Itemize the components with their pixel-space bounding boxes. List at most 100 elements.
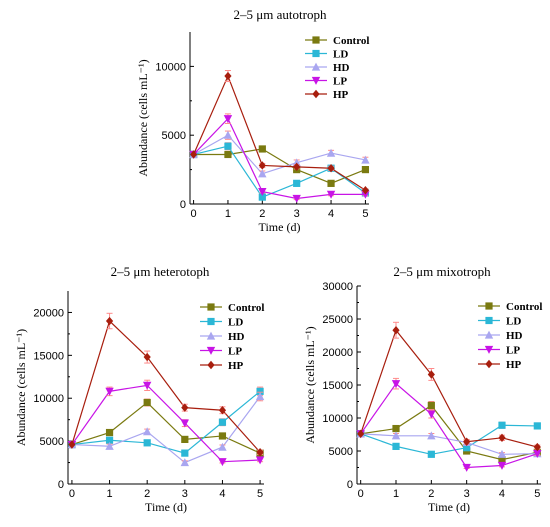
data-point <box>391 431 401 440</box>
legend-marker <box>206 331 216 340</box>
data-point <box>258 193 266 201</box>
y-tick-label: 0 <box>347 479 353 491</box>
data-point <box>224 150 232 159</box>
y-tick-label: 5000 <box>329 446 353 458</box>
data-point <box>143 352 151 362</box>
data-point <box>105 428 114 437</box>
x-tick-label: 4 <box>219 488 225 500</box>
chart-title: 2–5 μm heterotoph <box>111 264 210 279</box>
data-point <box>533 422 541 430</box>
series-line <box>71 384 261 463</box>
data-point <box>142 427 152 436</box>
series-hp <box>189 70 370 195</box>
chart-title: 2–5 μm mixotroph <box>393 264 491 279</box>
x-tick-label: 0 <box>191 208 197 220</box>
x-axis-label: Time (d) <box>259 220 301 234</box>
data-point <box>361 166 370 174</box>
heterotroph-chart: 2–5 μm heterotoph 0 5000 10000 15000 20000 0 1 2… <box>14 264 264 514</box>
data-point <box>463 437 471 446</box>
x-tick-label: 2 <box>259 208 265 220</box>
legend-label: LP <box>506 345 520 357</box>
legend-marker <box>206 346 216 355</box>
legend-label: HP <box>333 89 349 101</box>
legend-marker <box>485 359 493 369</box>
series-line <box>360 328 538 448</box>
x-axis-label: Time (d) <box>145 500 187 514</box>
data-point <box>258 145 266 153</box>
data-point <box>105 436 114 444</box>
series-line <box>193 148 366 185</box>
data-point <box>218 442 227 451</box>
data-point <box>223 130 233 139</box>
legend-label: Control <box>506 301 542 313</box>
data-point <box>292 194 301 203</box>
y-tick-label: 20000 <box>33 307 64 319</box>
legend-marker <box>207 317 215 326</box>
y-tick-label: 15000 <box>33 350 64 362</box>
data-point <box>326 148 336 157</box>
y-tick-label: 20000 <box>322 347 353 359</box>
x-tick-label: 0 <box>69 488 75 500</box>
series-ld <box>189 142 370 201</box>
series-line <box>360 382 538 469</box>
series-lp <box>67 379 265 467</box>
mixotroph-chart: 2–5 μm mixotroph 0 5000 10000 15000 20000 2500… <box>303 264 542 514</box>
data-point <box>218 418 227 426</box>
x-tick-label: 1 <box>106 488 112 500</box>
data-point <box>224 142 232 150</box>
data-point <box>105 316 114 326</box>
x-tick-label: 0 <box>358 488 364 500</box>
y-tick-label: 30000 <box>322 281 353 293</box>
series-line <box>360 424 538 455</box>
data-point <box>255 392 265 401</box>
series-line <box>193 145 366 198</box>
x-tick-label: 5 <box>257 488 263 500</box>
legend-marker <box>207 303 215 311</box>
series-lp <box>356 377 542 472</box>
data-point <box>258 169 267 178</box>
legend-marker <box>311 76 321 85</box>
data-point <box>68 440 76 449</box>
chart-title: 2–5 μm autotroph <box>234 7 327 22</box>
data-point <box>218 432 227 440</box>
data-point <box>392 424 400 433</box>
data-point <box>327 164 335 173</box>
y-axis-label: Abundance (cells mL⁻¹) <box>303 326 317 443</box>
data-point <box>357 429 365 439</box>
data-point <box>326 190 336 199</box>
data-point <box>427 410 436 419</box>
y-axis-label: Abundance (cells mL⁻¹) <box>136 59 150 176</box>
legend-marker <box>312 89 320 99</box>
data-point <box>498 433 506 442</box>
series-hp <box>68 312 264 457</box>
x-tick-label: 3 <box>464 488 470 500</box>
legend-label: HD <box>506 330 523 342</box>
legend-label: LD <box>506 316 521 328</box>
data-point <box>497 461 507 470</box>
data-point <box>105 387 114 396</box>
y-tick-label: 5000 <box>162 130 186 142</box>
data-point <box>327 179 335 187</box>
data-point <box>258 161 266 170</box>
y-tick-label: 0 <box>180 199 186 211</box>
legend-marker <box>485 316 493 325</box>
data-point <box>392 326 400 335</box>
legend-label: HD <box>228 331 245 343</box>
data-point <box>293 162 301 172</box>
data-point <box>189 150 198 159</box>
y-tick-label: 5000 <box>40 436 64 448</box>
data-point <box>180 419 190 428</box>
data-point <box>463 444 471 452</box>
data-point <box>255 456 265 465</box>
y-tick-label: 10000 <box>322 413 353 425</box>
data-point <box>427 401 435 410</box>
data-point <box>462 463 471 472</box>
series-line <box>360 433 538 455</box>
series-line <box>193 117 366 200</box>
legend-marker <box>311 62 321 71</box>
x-tick-label: 2 <box>144 488 150 500</box>
series-line <box>193 74 366 191</box>
legend-marker <box>312 36 320 44</box>
